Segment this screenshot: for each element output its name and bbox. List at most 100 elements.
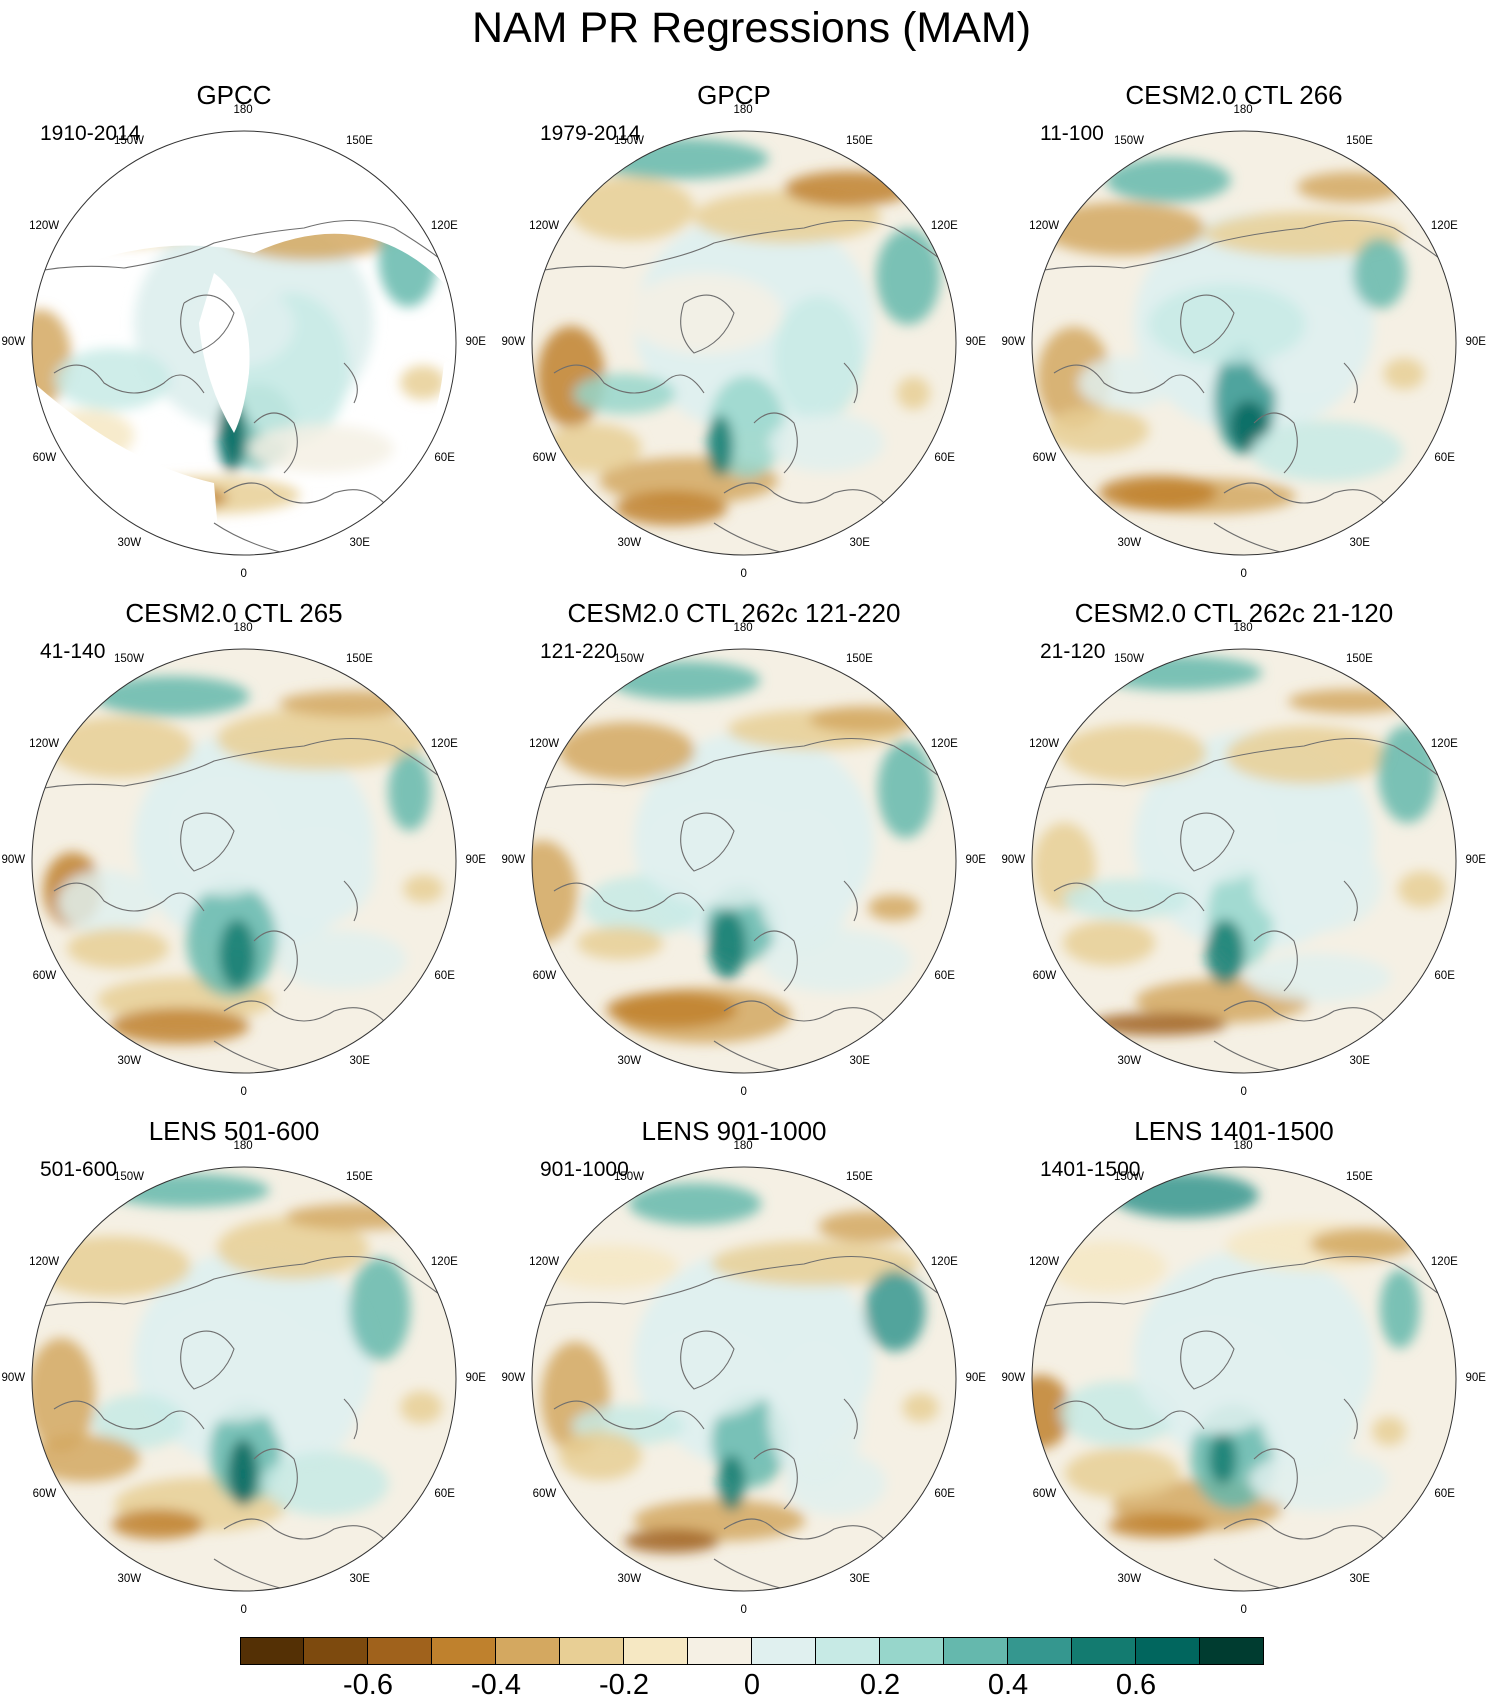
colorbar — [240, 1637, 1264, 1665]
map-border — [31, 1166, 457, 1592]
longitude-label: 180 — [233, 104, 253, 116]
longitude-label: 0 — [240, 1604, 247, 1616]
longitude-label: 150W — [1114, 135, 1145, 148]
map-border — [531, 130, 957, 556]
longitude-label: 60E — [434, 1488, 455, 1500]
longitude-label: 150E — [1346, 135, 1373, 148]
longitude-label: 150W — [1114, 1171, 1145, 1184]
longitude-label: 150W — [614, 135, 645, 148]
colorbar-tick-label: -0.4 — [471, 1669, 521, 1701]
longitude-label: 120W — [529, 220, 560, 232]
longitude-label: 60E — [934, 970, 955, 982]
longitude-label: 120E — [430, 220, 458, 232]
longitude-label: 150E — [1346, 1171, 1373, 1184]
longitude-label: 30E — [1349, 1054, 1370, 1067]
map-border — [531, 1166, 957, 1592]
colorbar-segment — [496, 1637, 560, 1665]
longitude-label: 30E — [349, 1054, 370, 1067]
longitude-label: 90W — [1001, 854, 1026, 866]
map-border — [31, 648, 457, 1074]
map-panel: LENS 501-600 501-600 180 150E 120E 90E 60E 30E 0… — [0, 1116, 500, 1636]
colorbar-tick-label: 0.2 — [859, 1669, 901, 1701]
map-panel: LENS 901-1000 901-1000 180 150E 120E 90E 60E 30… — [500, 1116, 1000, 1636]
longitude-label: 120E — [930, 738, 958, 750]
longitude-label: 30W — [617, 1572, 642, 1585]
longitude-label: 150W — [114, 135, 145, 148]
longitude-label: 120E — [430, 738, 458, 750]
map-border — [31, 130, 457, 556]
colorbar-tick-label: -0.6 — [343, 1669, 393, 1701]
longitude-label: 30E — [849, 1054, 870, 1067]
longitude-label: 90W — [1, 1372, 26, 1384]
longitude-label: 60E — [1434, 970, 1455, 982]
longitude-label: 30W — [117, 1054, 142, 1067]
polar-map — [531, 1166, 957, 1592]
longitude-label: 30W — [1117, 1572, 1142, 1585]
colorbar-segment — [1008, 1637, 1072, 1665]
map-panel: GPCP 1979-2014 180 150E 120E 90E 60E 30E 0 30W 60W… — [500, 80, 1000, 600]
panel-title: GPCC — [196, 80, 272, 110]
longitude-label: 90W — [501, 336, 526, 348]
longitude-label: 60W — [1032, 1488, 1057, 1500]
panel-title: CESM2.0 CTL 262c 121-220 — [567, 598, 901, 628]
longitude-label: 120W — [529, 1256, 560, 1268]
longitude-label: 30W — [117, 536, 142, 549]
longitude-label: 150W — [114, 1171, 145, 1184]
coastlines — [532, 219, 940, 555]
longitude-label: 90E — [465, 1372, 486, 1384]
polar-map — [531, 648, 957, 1074]
longitude-label: 150E — [846, 653, 873, 666]
longitude-label: 90W — [1, 336, 26, 348]
longitude-label: 60E — [1434, 1488, 1455, 1500]
longitude-label: 60W — [532, 452, 557, 464]
colorbar-segment — [1136, 1637, 1200, 1665]
colorbar-segment — [880, 1637, 944, 1665]
longitude-label: 30W — [1117, 536, 1142, 549]
colorbar-segment — [944, 1637, 1008, 1665]
longitude-label: 90E — [965, 1372, 986, 1384]
polar-map — [1031, 1166, 1457, 1592]
longitude-label: 150E — [846, 135, 873, 148]
panel-period: 501-600 — [40, 1158, 118, 1181]
longitude-label: 30E — [349, 1572, 370, 1585]
longitude-label: 60W — [532, 970, 557, 982]
colorbar-segment — [368, 1637, 432, 1665]
panel-period: 11-100 — [1040, 122, 1104, 145]
longitude-label: 0 — [240, 1086, 247, 1098]
panel-period: 121-220 — [540, 640, 618, 663]
map-panel: LENS 1401-1500 1401-1500 180 150E 120E 90E 60E… — [1000, 1116, 1500, 1636]
colorbar-segment — [624, 1637, 688, 1665]
colorbar-tick-label: 0.4 — [987, 1669, 1029, 1701]
map-border — [1031, 130, 1457, 556]
panel-title: LENS 901-1000 — [641, 1116, 827, 1146]
longitude-label: 120W — [29, 738, 60, 750]
longitude-label: 150E — [346, 653, 373, 666]
longitude-label: 150W — [614, 653, 645, 666]
colorbar-segment — [752, 1637, 816, 1665]
map-panel: CESM2.0 CTL 262c 121-220 121-220 180 150E 12… — [500, 598, 1000, 1118]
longitude-label: 0 — [1240, 568, 1247, 580]
map-panel: GPCC 1910-2014 180 150E 120E 90E 60E 30E 0 30W 60W… — [0, 80, 500, 600]
longitude-label: 30W — [617, 1054, 642, 1067]
longitude-label: 0 — [740, 1086, 747, 1098]
colorbar-tick-label: 0 — [743, 1669, 761, 1701]
longitude-label: 0 — [740, 568, 747, 580]
figure-title: NAM PR Regressions (MAM) — [471, 4, 1032, 52]
longitude-label: 60W — [32, 1488, 57, 1500]
longitude-label: 150E — [1346, 653, 1373, 666]
longitude-label: 120E — [1430, 220, 1458, 232]
polar-map — [531, 130, 957, 556]
colorbar-segment — [560, 1637, 624, 1665]
panel-period: 1910-2014 — [40, 122, 141, 145]
panel-period: 21-120 — [1040, 640, 1106, 663]
polar-map — [31, 1166, 457, 1592]
longitude-label: 30W — [117, 1572, 142, 1585]
panel-period: 41-140 — [40, 640, 106, 663]
longitude-label: 60E — [434, 452, 455, 464]
longitude-label: 60W — [1032, 970, 1057, 982]
longitude-label: 150W — [1114, 653, 1145, 666]
longitude-label: 90E — [965, 854, 986, 866]
longitude-label: 90W — [1001, 336, 1026, 348]
longitude-label: 30E — [1349, 1572, 1370, 1585]
longitude-label: 180 — [733, 622, 753, 634]
